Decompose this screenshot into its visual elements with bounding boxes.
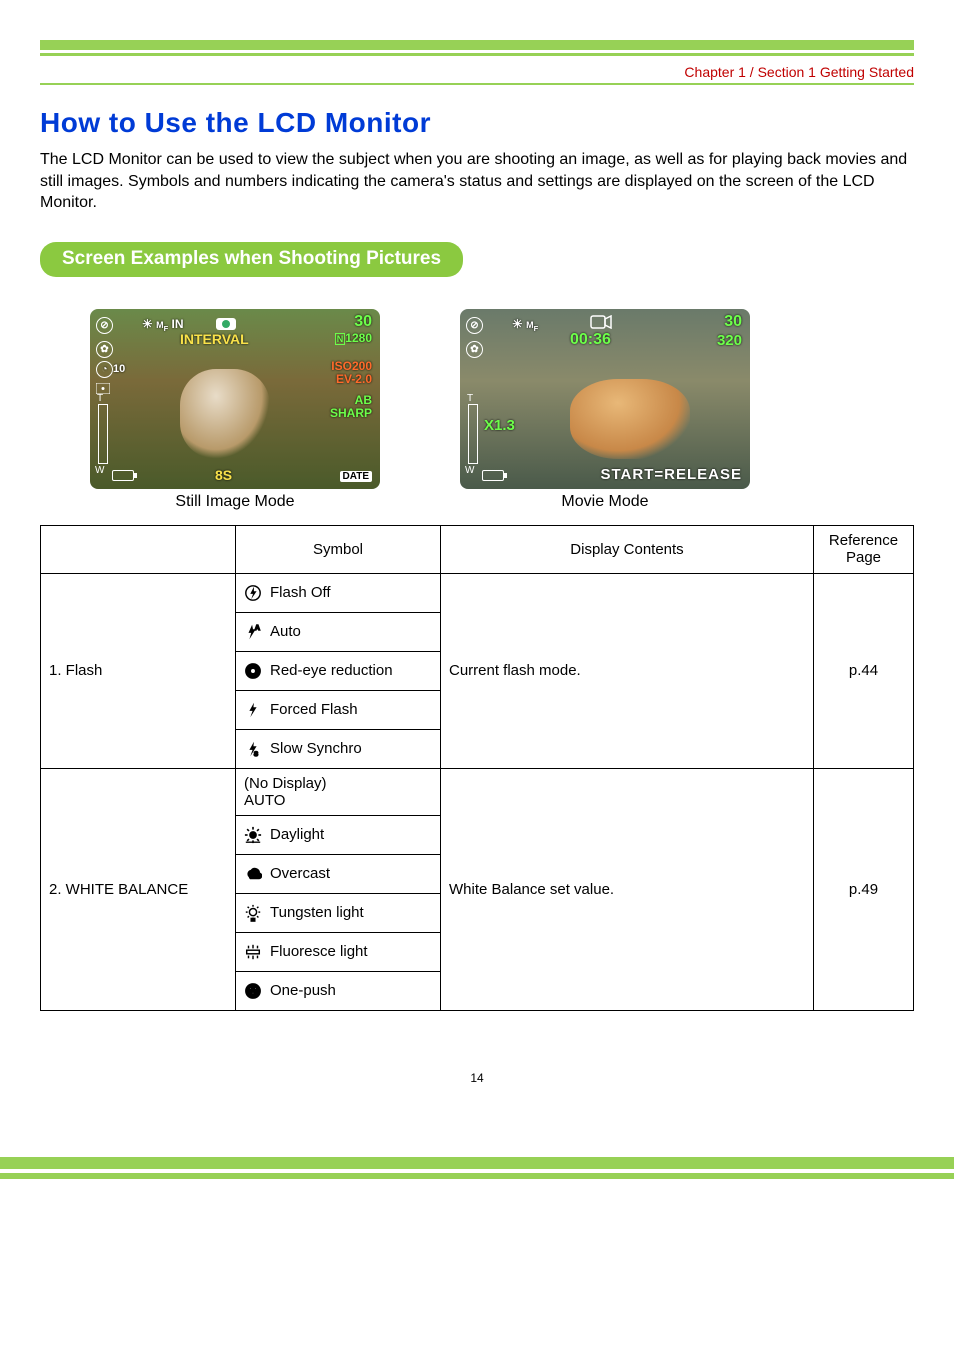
movie-column: ⊘ ☀ MF ✿ 30 320 00:36 T W X1.3 START=REL… [460, 309, 750, 511]
symbol-label: Auto [270, 623, 301, 640]
macro-osd-icon-2: ✿ [466, 339, 483, 358]
digital-zoom-osd: X1.3 [484, 417, 515, 434]
symbol-label: Flash Off [270, 584, 331, 601]
movie-size-osd: 320 [717, 332, 742, 349]
symbol-cell: Daylight [236, 815, 441, 854]
frames-remaining-osd-2: 30 [724, 313, 742, 331]
table-header-row: Symbol Display Contents Reference Page [41, 525, 914, 573]
footer-bar-thick [0, 1157, 954, 1169]
red-eye-icon [244, 662, 262, 680]
movie-time-osd: 00:36 [570, 331, 611, 349]
section-heading-pill: Screen Examples when Shooting Pictures [40, 242, 463, 277]
flash-slow-icon: S [244, 740, 262, 758]
header-bar-thick [40, 40, 914, 50]
symbol-cell: Forced Flash [236, 690, 441, 729]
symbol-cell: Red-eye reduction [236, 651, 441, 690]
symbol-cell: Fluoresce light [236, 932, 441, 971]
self-timer-osd-icon: ◔10 [96, 361, 125, 378]
table-row: 2. WHITE BALANCE(No Display)AUTOWhite Ba… [41, 768, 914, 815]
symbol-cell: Flash Off [236, 573, 441, 612]
movie-lcd-preview: ⊘ ☀ MF ✿ 30 320 00:36 T W X1.3 START=REL… [460, 309, 750, 489]
item-cell: 1. Flash [41, 573, 236, 768]
item-cell: 2. WHITE BALANCE [41, 768, 236, 1010]
start-release-osd: START=RELEASE [601, 466, 743, 483]
macro-osd-icon: ✿ [96, 339, 113, 358]
svg-text:S: S [254, 751, 258, 758]
ab-osd: AB [355, 393, 372, 407]
header-symbol: Symbol [236, 525, 441, 573]
svg-text:A: A [255, 623, 260, 632]
battery-osd-icon-2 [482, 470, 504, 481]
sharp-osd: SHARP [330, 406, 372, 420]
chapter-label: Chapter 1 / Section 1 Getting Started [40, 64, 914, 85]
still-image-column: ⊘ ☀ MF IN INTERVAL ✿ ◔10 30 N1280 ISO200… [90, 309, 380, 511]
svg-text:M: M [249, 986, 257, 997]
display-cell: White Balance set value. [441, 768, 814, 1010]
still-caption: Still Image Mode [90, 493, 380, 511]
interval-osd: INTERVAL [180, 331, 249, 347]
frames-remaining-osd: 30 [354, 313, 372, 331]
one-push-icon: M [244, 982, 262, 1000]
wb-osd-icon: ☀ MF IN [142, 317, 184, 333]
intro-paragraph: The LCD Monitor can be used to view the … [40, 149, 914, 214]
tungsten-icon [244, 904, 262, 922]
image-size-osd: N1280 [335, 331, 372, 345]
daylight-icon [244, 826, 262, 844]
zoom-bar-2 [468, 404, 478, 464]
battery-osd-icon [112, 470, 134, 481]
still-lcd-preview: ⊘ ☀ MF IN INTERVAL ✿ ◔10 30 N1280 ISO200… [90, 309, 380, 489]
zoom-w-label: W [95, 465, 104, 476]
symbol-label: Red-eye reduction [270, 662, 393, 679]
ev-osd: EV-2.0 [336, 372, 372, 386]
zoom-bar [98, 404, 108, 464]
movie-caption: Movie Mode [460, 493, 750, 511]
footer-bar-thin [0, 1173, 954, 1179]
header-display: Display Contents [441, 525, 814, 573]
reference-cell: p.49 [814, 768, 914, 1010]
symbol-cell: M One-push [236, 971, 441, 1010]
still-subject-placeholder [180, 369, 270, 459]
flash-off-osd-icon: ⊘ [96, 315, 113, 334]
symbol-label: Forced Flash [270, 701, 358, 718]
table-row: 1. FlashFlash OffCurrent flash mode.p.44 [41, 573, 914, 612]
flash-off-icon [244, 584, 262, 602]
shutter-osd: 8S [215, 467, 232, 483]
lcd-examples-row: ⊘ ☀ MF IN INTERVAL ✿ ◔10 30 N1280 ISO200… [40, 309, 914, 511]
symbol-label: Slow Synchro [270, 740, 362, 757]
display-cell: Current flash mode. [441, 573, 814, 768]
symbol-cell: A Auto [236, 612, 441, 651]
wb-osd-icon-2: ☀ MF [512, 317, 538, 333]
symbol-label: Overcast [270, 865, 330, 882]
symbol-cell: Tungsten light [236, 893, 441, 932]
header-blank [41, 525, 236, 573]
date-osd: DATE [340, 466, 372, 483]
page-title: How to Use the LCD Monitor [40, 107, 914, 139]
flash-off-osd-icon-2: ⊘ [466, 315, 483, 334]
fluoresce-icon [244, 943, 262, 961]
symbol-cell: S Slow Synchro [236, 729, 441, 768]
symbol-label: Tungsten light [270, 904, 364, 921]
symbol-label: One-push [270, 982, 336, 999]
flash-auto-icon: A [244, 623, 262, 641]
symbol-label: Daylight [270, 826, 324, 843]
zoom-w-label-2: W [465, 465, 474, 476]
movie-subject-placeholder [570, 379, 690, 459]
reference-table: Symbol Display Contents Reference Page 1… [40, 525, 914, 1011]
reference-cell: p.44 [814, 573, 914, 768]
symbol-cell: (No Display)AUTO [236, 768, 441, 815]
overcast-icon [244, 865, 262, 883]
flash-forced-icon [244, 701, 262, 719]
iso-osd: ISO200 [331, 359, 372, 373]
symbol-cell: Overcast [236, 854, 441, 893]
symbol-label: Fluoresce light [270, 943, 368, 960]
header-bar-thin [40, 53, 914, 56]
zoom-t-label: T [97, 393, 103, 404]
zoom-t-label-2: T [467, 393, 473, 404]
header-ref: Reference Page [814, 525, 914, 573]
page-number: 14 [40, 1071, 914, 1085]
